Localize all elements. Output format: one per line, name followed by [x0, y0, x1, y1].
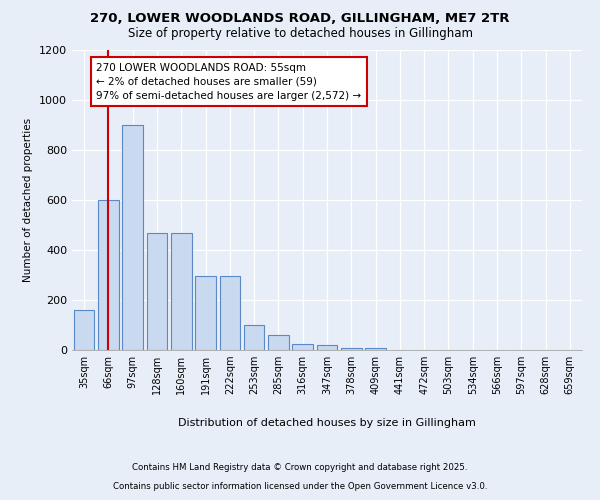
Bar	[341, 348, 362, 350]
Y-axis label: Number of detached properties: Number of detached properties	[23, 118, 34, 282]
Bar	[122, 125, 143, 350]
Bar	[244, 325, 265, 350]
Text: Size of property relative to detached houses in Gillingham: Size of property relative to detached ho…	[128, 28, 473, 40]
Bar	[171, 232, 191, 350]
Bar	[195, 276, 216, 350]
Bar	[146, 232, 167, 350]
Bar	[98, 200, 119, 350]
Text: 270, LOWER WOODLANDS ROAD, GILLINGHAM, ME7 2TR: 270, LOWER WOODLANDS ROAD, GILLINGHAM, M…	[90, 12, 510, 26]
Text: Contains public sector information licensed under the Open Government Licence v3: Contains public sector information licen…	[113, 482, 487, 491]
Bar	[220, 276, 240, 350]
Text: Contains HM Land Registry data © Crown copyright and database right 2025.: Contains HM Land Registry data © Crown c…	[132, 464, 468, 472]
Bar	[74, 310, 94, 350]
Bar	[317, 345, 337, 350]
Bar	[268, 335, 289, 350]
Bar	[292, 344, 313, 350]
Text: Distribution of detached houses by size in Gillingham: Distribution of detached houses by size …	[178, 418, 476, 428]
Text: 270 LOWER WOODLANDS ROAD: 55sqm
← 2% of detached houses are smaller (59)
97% of : 270 LOWER WOODLANDS ROAD: 55sqm ← 2% of …	[96, 62, 361, 100]
Bar	[365, 348, 386, 350]
